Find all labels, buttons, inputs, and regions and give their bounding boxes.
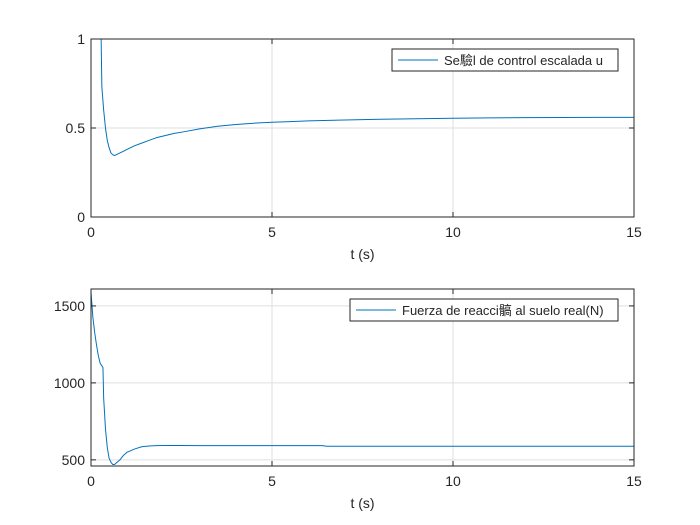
series-line-0 bbox=[91, 38, 634, 157]
x-tick-label: 15 bbox=[626, 224, 642, 240]
x-tick-label: 15 bbox=[626, 473, 642, 489]
legend-label: Se驗l de control escalada u bbox=[444, 53, 603, 68]
legend-label: Fuerza de reacci髇 al suelo real(N) bbox=[402, 303, 604, 318]
y-tick-label: 1 bbox=[77, 31, 85, 47]
x-axis-label: t (s) bbox=[350, 495, 374, 511]
x-tick-label: 5 bbox=[268, 224, 276, 240]
y-tick-label: 500 bbox=[62, 452, 86, 468]
x-tick-label: 0 bbox=[87, 473, 95, 489]
top-subplot: 0 5 10 15 0 0.5 1 t (s) Se驗l de control escalada… bbox=[66, 31, 642, 262]
bottom-subplot: 0 5 10 15 500 1000 1500 t (s) Fuerza de reacci髇 … bbox=[54, 288, 642, 511]
x-axis-label: t (s) bbox=[350, 246, 374, 262]
legend-box bbox=[391, 48, 619, 72]
x-tick-label: 0 bbox=[87, 224, 95, 240]
y-tick-label: 0.5 bbox=[66, 120, 86, 136]
x-tick-label: 10 bbox=[445, 224, 461, 240]
x-tick-label: 10 bbox=[445, 473, 461, 489]
series-line-0 bbox=[90, 292, 634, 465]
y-tick-label: 0 bbox=[77, 209, 85, 225]
axes-box bbox=[90, 288, 635, 467]
y-tick-label: 1000 bbox=[54, 375, 85, 391]
x-tick-label: 5 bbox=[268, 473, 276, 489]
y-tick-label: 1500 bbox=[54, 298, 85, 314]
legend-box bbox=[349, 298, 619, 322]
